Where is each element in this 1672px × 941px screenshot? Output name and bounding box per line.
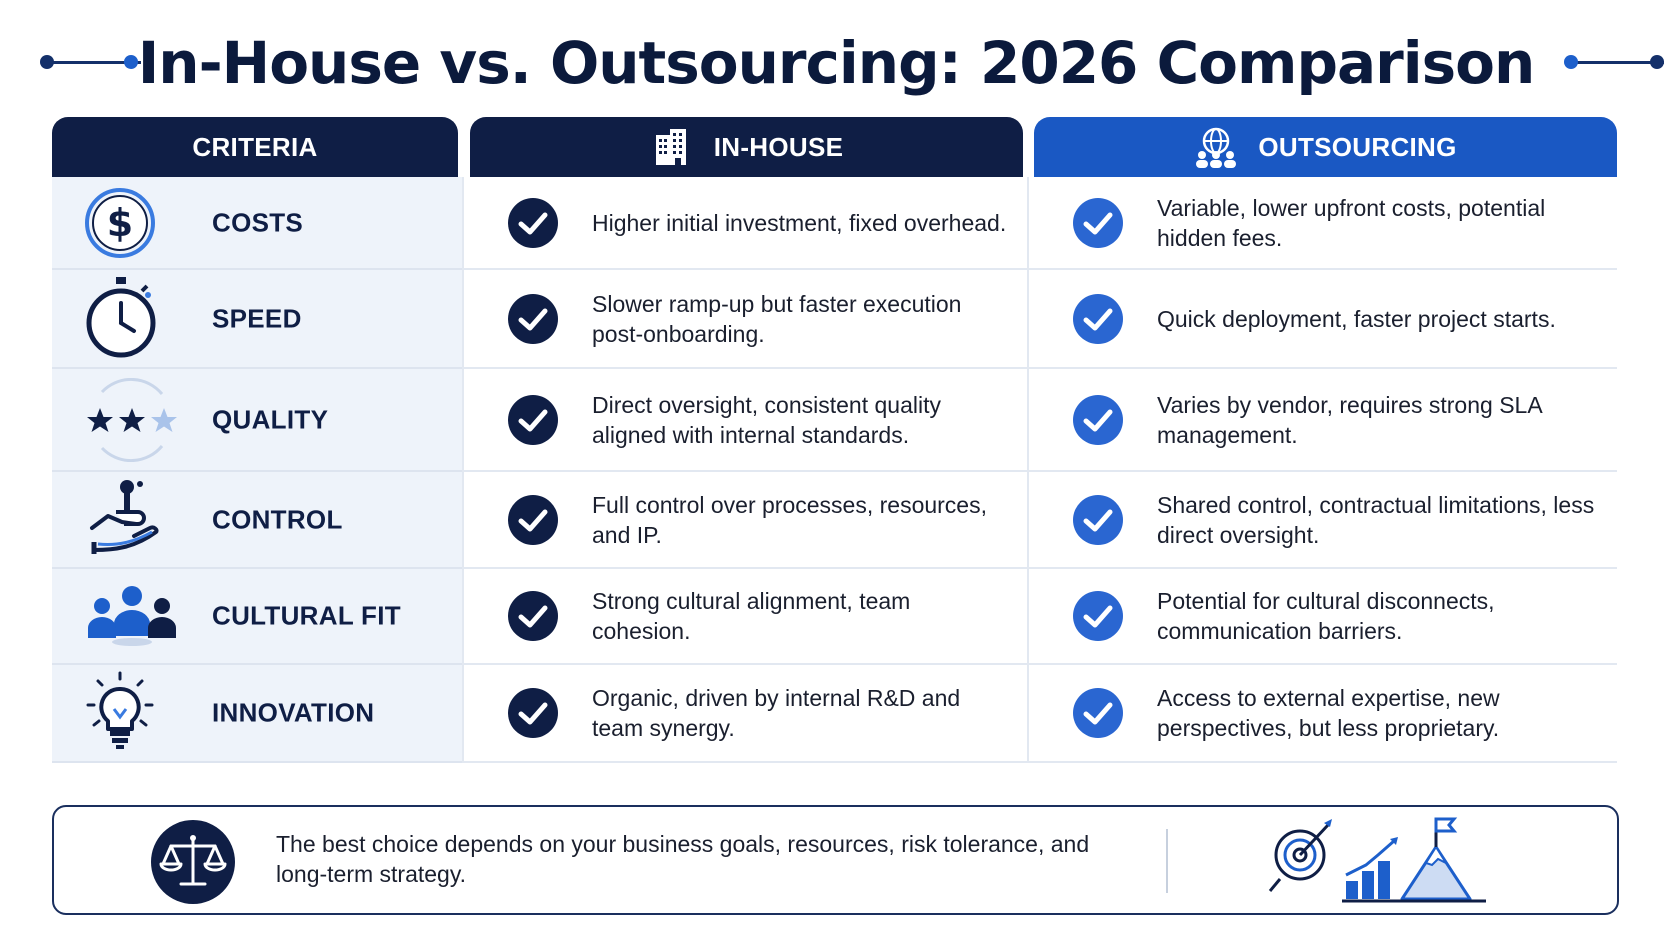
header-inhouse: IN-HOUSE [470,117,1023,177]
criteria-cell: QUALITY [52,369,462,472]
check-blue-icon [1073,688,1123,738]
check-navy-icon [508,688,558,738]
header-outsourcing: OUTSOURCING [1034,117,1617,177]
dollar-icon: $ [85,187,155,258]
check-navy-icon [508,394,558,445]
check-blue-icon [1073,494,1123,545]
hand-joystick-icon [90,479,159,554]
globe-people-icon [1196,127,1237,168]
title-decoration-right [1571,61,1664,64]
table-row: CULTURAL FIT Strong cultural alignment, … [52,569,1617,665]
header-outsourcing-label: OUTSOURCING [1258,131,1457,162]
inhouse-text: Slower ramp-up but faster execution post… [592,290,962,347]
inhouse-text: Direct oversight, consistent quality ali… [592,391,941,448]
outsourcing-cell: Varies by vendor, requires strong SLA ma… [1027,369,1617,472]
criteria-cell: CULTURAL FIT [52,569,462,665]
target-growth-summit-icon [1268,817,1486,903]
scale-icon [151,820,235,904]
outsourcing-cell: Quick deployment, faster project starts. [1027,270,1617,369]
svg-text:$: $ [107,201,133,245]
table-row: $ COSTS Higher initial investment, fixed… [52,177,1617,270]
check-blue-icon [1073,394,1123,445]
decoration-dot [124,55,138,69]
inhouse-cell: Slower ramp-up but faster execution post… [462,270,1027,369]
decoration-dot [1564,55,1578,69]
check-navy-icon [508,197,558,248]
outsourcing-cell: Potential for cultural disconnects, comm… [1027,569,1617,665]
outsourcing-text: Potential for cultural disconnects, comm… [1157,588,1495,644]
inhouse-text: Full control over processes, resources, … [592,491,987,548]
header-criteria: CRITERIA [52,117,458,177]
inhouse-cell: Direct oversight, consistent quality ali… [462,369,1027,472]
table-row: QUALITY Direct oversight, consistent qua… [52,369,1617,472]
stars-icon [87,377,177,462]
decoration-dot [1650,55,1664,69]
outsourcing-text: Varies by vendor, requires strong SLA ma… [1157,391,1542,448]
inhouse-text: Higher initial investment, fixed overhea… [592,209,1007,236]
criteria-label: SPEED [212,303,302,333]
inhouse-text: Strong cultural alignment, team cohesion… [592,588,911,644]
title-decoration-left [46,61,141,64]
check-blue-icon [1073,591,1123,641]
page-title: In-House vs. Outsourcing: 2026 Compariso… [137,29,1536,97]
inhouse-cell: Organic, driven by internal R&D and team… [462,665,1027,763]
table-row: INNOVATION Organic, driven by internal R… [52,665,1617,763]
lightbulb-icon [86,671,154,749]
inhouse-cell: Strong cultural alignment, team cohesion… [462,569,1027,665]
criteria-cell: SPEED [52,270,462,369]
outsourcing-text: Variable, lower upfront costs, potential… [1157,194,1546,251]
criteria-cell: INNOVATION [52,665,462,763]
summary-footer: The best choice depends on your business… [52,805,1619,915]
title-row: In-House vs. Outsourcing: 2026 Compariso… [0,18,1672,108]
inhouse-text: Organic, driven by internal R&D and team… [592,685,961,741]
criteria-label: CONTROL [212,504,343,534]
check-blue-icon [1073,293,1123,344]
table-row: CONTROL Full control over processes, res… [52,472,1617,569]
outsourcing-cell: Shared control, contractual limitations,… [1027,472,1617,569]
header-inhouse-label: IN-HOUSE [713,131,844,162]
divider [1166,829,1168,893]
criteria-label: QUALITY [212,404,329,434]
criteria-label: COSTS [212,207,304,237]
criteria-label: CULTURAL FIT [212,600,401,631]
inhouse-cell: Full control over processes, resources, … [462,472,1027,569]
stopwatch-icon [86,276,156,357]
criteria-cell: $ COSTS [52,177,462,270]
outsourcing-text: Quick deployment, faster project starts. [1157,305,1556,332]
outsourcing-text: Access to external expertise, new perspe… [1157,685,1500,741]
check-navy-icon [508,293,558,344]
team-icon [88,586,176,646]
outsourcing-cell: Variable, lower upfront costs, potential… [1027,177,1617,270]
outsourcing-text: Shared control, contractual limitations,… [1157,491,1595,548]
inhouse-cell: Higher initial investment, fixed overhea… [462,177,1027,270]
summary-text: The best choice depends on your business… [276,831,1090,887]
header-criteria-label: CRITERIA [192,131,318,162]
criteria-cell: CONTROL [52,472,462,569]
building-icon [655,129,686,165]
comparison-table: CRITERIA IN-HOUSE [52,117,1617,790]
outsourcing-cell: Access to external expertise, new perspe… [1027,665,1617,763]
table-row: SPEED Slower ramp-up but faster executio… [52,270,1617,369]
check-navy-icon [508,591,558,641]
check-navy-icon [508,494,558,545]
decoration-dot [40,55,54,69]
criteria-label: INNOVATION [212,697,375,728]
check-blue-icon [1073,197,1123,248]
